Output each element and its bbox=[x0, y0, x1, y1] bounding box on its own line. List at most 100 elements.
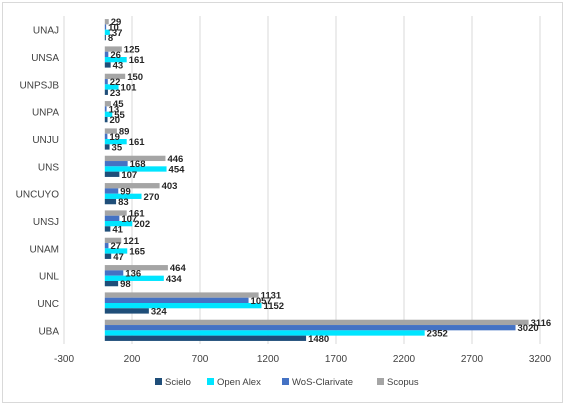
category-label: UBA bbox=[38, 326, 59, 337]
data-label: 83 bbox=[118, 197, 129, 208]
legend-label: Open Alex bbox=[217, 377, 261, 388]
bar-unsj-scielo bbox=[104, 226, 111, 232]
data-label: 107 bbox=[121, 214, 137, 225]
data-label: 464 bbox=[170, 263, 187, 274]
bar-unpa-scielo bbox=[104, 116, 108, 123]
category-labels: UBA UNC UNL UNAM UNSJ UNCUYO UNS UNJU UNPA UNPSJB… bbox=[16, 26, 60, 338]
data-label: 99 bbox=[120, 187, 131, 198]
legend-swatch bbox=[155, 378, 162, 385]
data-label: 10 bbox=[108, 23, 119, 34]
bar-uncuyo-wos-clarivate bbox=[104, 188, 119, 194]
data-label: 3116 bbox=[531, 318, 552, 329]
data-label: 434 bbox=[166, 274, 183, 285]
legend-label: Scielo bbox=[165, 377, 191, 388]
bar-uba-scopus bbox=[104, 319, 529, 326]
bar-unam-open-alex bbox=[104, 248, 128, 254]
category-label: UNJU bbox=[32, 135, 59, 146]
category-label: UNSA bbox=[31, 53, 59, 64]
x-tick-label: 1200 bbox=[257, 354, 280, 365]
legend-swatch bbox=[282, 378, 289, 385]
chart-frame: 3116 3020 2352 1480 1131 1057 1152 324 464 136 434… bbox=[2, 2, 563, 403]
category-label: UNAM bbox=[30, 244, 59, 255]
bar-unju-open-alex bbox=[104, 139, 127, 145]
category-label: UNPSJB bbox=[20, 80, 60, 91]
grid-lines bbox=[63, 16, 541, 344]
data-label: 165 bbox=[129, 246, 146, 257]
category-label: UNCUYO bbox=[16, 190, 60, 201]
bar-unl-scielo bbox=[104, 280, 119, 287]
x-tick-label: 2700 bbox=[461, 354, 484, 365]
data-label: 43 bbox=[113, 60, 124, 71]
bar-unl-open-alex bbox=[104, 275, 164, 281]
bar-unc-scopus bbox=[104, 292, 259, 298]
data-label: 446 bbox=[167, 154, 183, 165]
data-label: 27 bbox=[110, 241, 121, 252]
category-label: UNSJ bbox=[33, 217, 59, 228]
data-label: 121 bbox=[123, 236, 140, 247]
bar-unam-wos-clarivate bbox=[104, 243, 109, 249]
data-label: 403 bbox=[162, 181, 178, 192]
bar-unaj-scopus bbox=[104, 19, 109, 25]
x-tick-label: 2200 bbox=[393, 354, 416, 365]
data-label: 101 bbox=[121, 82, 138, 93]
data-label: 202 bbox=[134, 219, 150, 230]
bar-unaj-scielo bbox=[104, 34, 106, 41]
data-label: 47 bbox=[113, 252, 124, 263]
data-label: 8 bbox=[108, 33, 113, 44]
data-label: 136 bbox=[125, 269, 141, 280]
data-label: 55 bbox=[114, 110, 125, 121]
data-label: 20 bbox=[110, 115, 121, 126]
bar-unpa-open-alex bbox=[104, 111, 113, 117]
data-label: 37 bbox=[112, 28, 123, 39]
bar-unpa-wos-clarivate bbox=[104, 106, 107, 112]
legend-swatch bbox=[377, 378, 384, 385]
data-label: 35 bbox=[112, 142, 123, 153]
data-label: 168 bbox=[130, 159, 146, 170]
legend-label: WoS-Clarivate bbox=[292, 377, 353, 388]
category-label: UNS bbox=[38, 162, 59, 173]
category-label: UNAJ bbox=[33, 26, 59, 37]
bar-uncuyo-scielo bbox=[104, 198, 117, 205]
data-label: 161 bbox=[129, 209, 146, 220]
bar-uncuyo-open-alex bbox=[104, 193, 142, 199]
bar-unsj-scopus bbox=[104, 210, 127, 216]
data-label: 13 bbox=[109, 105, 120, 116]
bar-uns-scopus bbox=[104, 155, 166, 162]
data-label: 324 bbox=[151, 306, 168, 317]
data-label: 1057 bbox=[251, 296, 272, 307]
bar-unaj-wos-clarivate bbox=[104, 24, 107, 30]
data-label: 26 bbox=[110, 50, 121, 61]
bar-unc-open-alex bbox=[104, 303, 262, 309]
bar-unam-scielo bbox=[104, 253, 112, 259]
data-label: 22 bbox=[110, 77, 121, 88]
bar-unam-scopus bbox=[104, 237, 122, 244]
legend-label: Scopus bbox=[387, 377, 419, 388]
data-label: 1152 bbox=[263, 301, 284, 312]
data-label: 23 bbox=[110, 88, 121, 99]
bar-unsa-wos-clarivate bbox=[104, 51, 109, 57]
bar-unc-wos-clarivate bbox=[104, 297, 249, 303]
data-label: 45 bbox=[113, 99, 124, 110]
bar-unl-wos-clarivate bbox=[104, 270, 124, 276]
data-label: 1131 bbox=[261, 291, 282, 302]
bar-unpsjb-wos-clarivate bbox=[104, 79, 108, 85]
legend: Scielo Open Alex WoS-Clarivate Scopus bbox=[155, 377, 419, 388]
data-label: 98 bbox=[120, 279, 131, 290]
data-label: 3020 bbox=[518, 323, 539, 334]
data-label: 29 bbox=[111, 17, 122, 28]
category-label: UNC bbox=[37, 299, 59, 310]
bar-uncuyo-scopus bbox=[104, 183, 160, 189]
x-tick-label: 700 bbox=[192, 354, 209, 365]
bar-uns-wos-clarivate bbox=[104, 161, 128, 167]
x-tick-label: 200 bbox=[124, 354, 141, 365]
data-label: 270 bbox=[144, 192, 160, 203]
category-label: UNPA bbox=[32, 108, 59, 119]
bar-unpsjb-scopus bbox=[104, 73, 126, 80]
data-label: 2352 bbox=[427, 328, 448, 339]
bar-unsj-open-alex bbox=[104, 221, 133, 227]
x-tick-label: 1700 bbox=[325, 354, 348, 365]
category-label: UNL bbox=[39, 272, 59, 283]
bar-unju-scopus bbox=[104, 128, 117, 134]
